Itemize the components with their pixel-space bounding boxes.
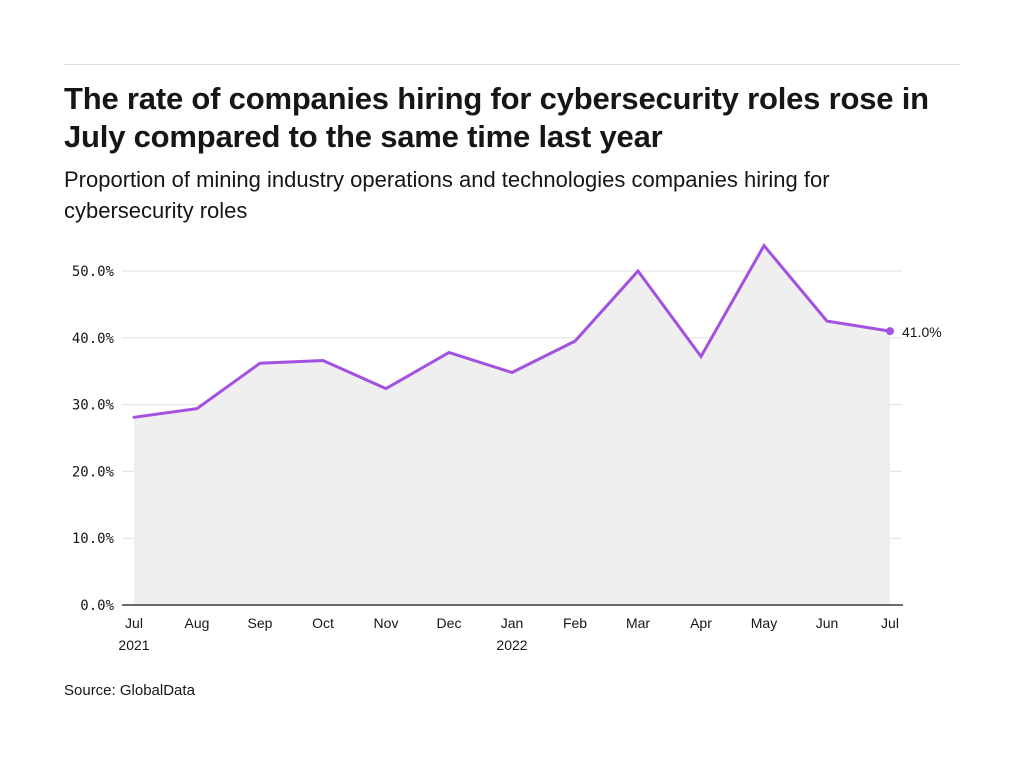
x-tick-label: Jan [501,615,524,631]
x-tick-label: Aug [185,615,210,631]
x-tick-labels: Jul 2021 Aug Sep Oct Nov Dec Jan 2022 Feb Mar Apr Ma… [118,615,899,653]
end-point-marker [886,327,894,336]
y-tick-label: 10.0% [72,531,115,547]
y-tick-label: 20.0% [72,464,115,480]
x-tick-label: 2022 [496,637,527,653]
x-tick-label: May [751,615,777,631]
x-tick-label: Jul [125,615,143,631]
y-tick-label: 30.0% [72,398,115,414]
x-tick-label: Nov [374,615,399,631]
x-tick-label: Oct [312,615,334,631]
x-tick-label: Dec [437,615,462,631]
area-fill-layer [134,245,890,605]
area-fill [134,245,890,605]
end-data-label: 41.0% [902,324,942,340]
top-rule [64,64,960,65]
x-tick-label: Jul [881,615,899,631]
x-tick-label: Mar [626,615,650,631]
y-tick-label: 50.0% [72,264,115,280]
source-note: Source: GlobalData [64,682,195,699]
y-tick-labels: 0.0% 10.0% 20.0% 30.0% 40.0% 50.0% [72,264,115,614]
x-tick-label: Sep [248,615,273,631]
series-line-layer [132,242,894,419]
x-tick-label: Jun [816,615,839,631]
x-tick-label: 2021 [118,637,149,653]
series-line [132,242,892,419]
x-tick-label: Feb [563,615,587,631]
chart-title: The rate of companies hiring for cyberse… [64,81,929,154]
x-tick-label: Apr [690,615,712,631]
y-tick-label: 0.0% [80,598,114,614]
data-labels: 41.0% [902,324,942,340]
y-tick-label: 40.0% [72,331,115,347]
chart-subtitle: Proportion of mining industry operations… [64,167,830,223]
